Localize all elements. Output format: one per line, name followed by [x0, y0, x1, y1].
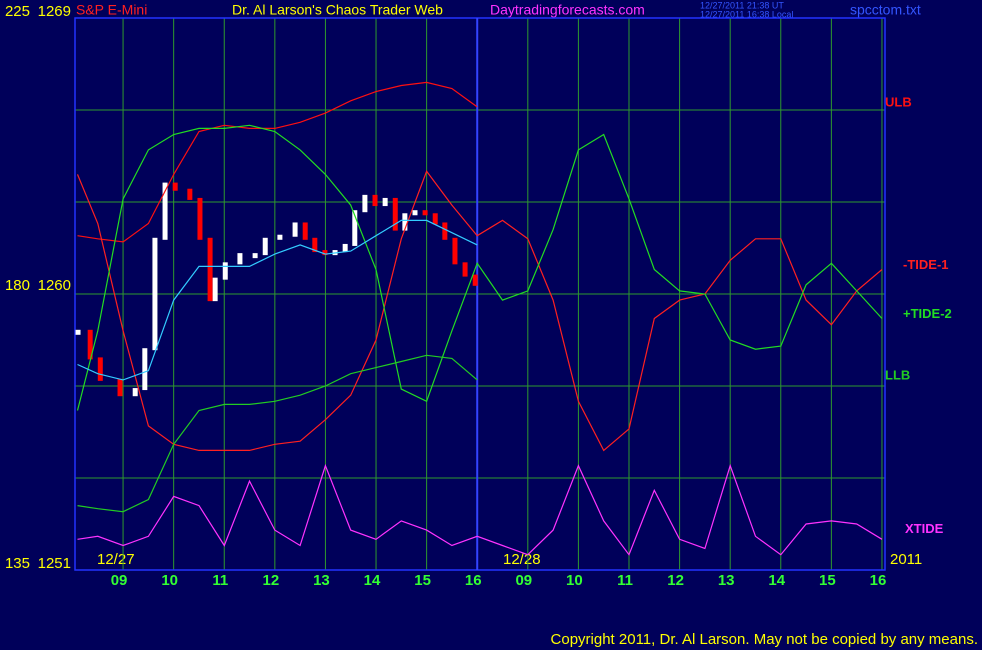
x-tick-label: 14: [768, 572, 785, 589]
price-bar: [277, 234, 283, 240]
series-label: -TIDE-1: [903, 257, 949, 272]
price-bar: [442, 222, 448, 240]
price-bar: [237, 253, 243, 265]
price-bar: [222, 262, 228, 280]
price-bar: [152, 237, 158, 351]
price-bar: [262, 237, 268, 256]
x-tick-label: 11: [212, 572, 228, 589]
price-bar: [452, 237, 458, 265]
price-bar: [362, 194, 368, 213]
price-bar: [172, 182, 178, 191]
series-label: +TIDE-2: [903, 306, 952, 321]
timestamp: 12/27/2011 16:38 Local: [700, 9, 793, 19]
price-bar: [392, 197, 398, 231]
series-line: [77, 219, 478, 381]
instrument: S&P E-Mini: [76, 2, 147, 18]
x-tick-label: 09: [111, 572, 128, 589]
price-bar: [352, 210, 358, 246]
price-bar: [472, 274, 478, 286]
x-tick-label: 10: [161, 572, 178, 589]
x-tick-label: 11: [617, 572, 633, 589]
price-bar: [142, 348, 148, 391]
plot-border: [74, 17, 886, 571]
year-label: 2011: [890, 551, 922, 568]
price-bar: [197, 197, 203, 240]
site: Daytradingforecasts.com: [490, 2, 645, 18]
price-bar: [412, 210, 418, 216]
date-label: 12/27: [97, 551, 135, 568]
price-bar: [97, 357, 103, 381]
y-tick-label: 1251: [38, 555, 71, 572]
series-label: ULB: [885, 94, 912, 109]
price-bar: [162, 182, 168, 240]
price-bar: [117, 378, 123, 397]
x-tick-label: 13: [718, 572, 735, 589]
x-tick-label: 09: [515, 572, 532, 589]
price-bar: [322, 250, 328, 256]
price-bar: [402, 213, 408, 231]
y-tick-label: 1269: [38, 3, 71, 20]
chart-title: Dr. Al Larson's Chaos Trader Web: [232, 2, 443, 18]
y2-tick-label: 135: [5, 555, 30, 572]
x-tick-label: 15: [819, 572, 836, 589]
price-bar: [422, 210, 428, 216]
price-bar: [302, 222, 308, 240]
price-bar: [87, 329, 93, 360]
x-tick-label: 16: [465, 572, 482, 589]
y2-tick-label: 180: [5, 277, 30, 294]
y-tick-label: 1260: [38, 277, 71, 294]
price-bar: [462, 262, 468, 277]
series-label: LLB: [885, 367, 910, 382]
x-tick-label: 12: [667, 572, 684, 589]
x-tick-label: 16: [870, 572, 887, 589]
x-tick-label: 14: [364, 572, 381, 589]
price-bar: [342, 243, 348, 253]
x-tick-label: 12: [263, 572, 280, 589]
price-bar: [252, 253, 258, 259]
price-bar: [292, 222, 298, 237]
series-line: [76, 124, 883, 411]
file-name: spcctom.txt: [850, 2, 921, 18]
series-line: [77, 463, 883, 556]
series-line: [76, 170, 883, 452]
series-label: XTIDE: [905, 521, 944, 536]
price-bar: [382, 197, 388, 207]
date-label: 12/28: [503, 551, 541, 568]
x-tick-label: 15: [414, 572, 431, 589]
series-line: [77, 354, 478, 513]
timestamp: 12/27/2011 21:38 UT: [700, 0, 784, 10]
price-bar: [75, 329, 81, 335]
price-bar: [432, 213, 438, 225]
price-bar: [372, 194, 378, 207]
x-tick-label: 10: [566, 572, 583, 589]
x-tick-label: 13: [313, 572, 330, 589]
copyright: Copyright 2011, Dr. Al Larson. May not b…: [551, 631, 978, 648]
y2-tick-label: 225: [5, 3, 30, 20]
price-bar: [207, 237, 213, 302]
price-bar: [132, 388, 138, 397]
series-line: [77, 81, 478, 243]
price-bar: [312, 237, 318, 253]
price-bar: [212, 277, 218, 302]
price-bar: [187, 188, 193, 200]
